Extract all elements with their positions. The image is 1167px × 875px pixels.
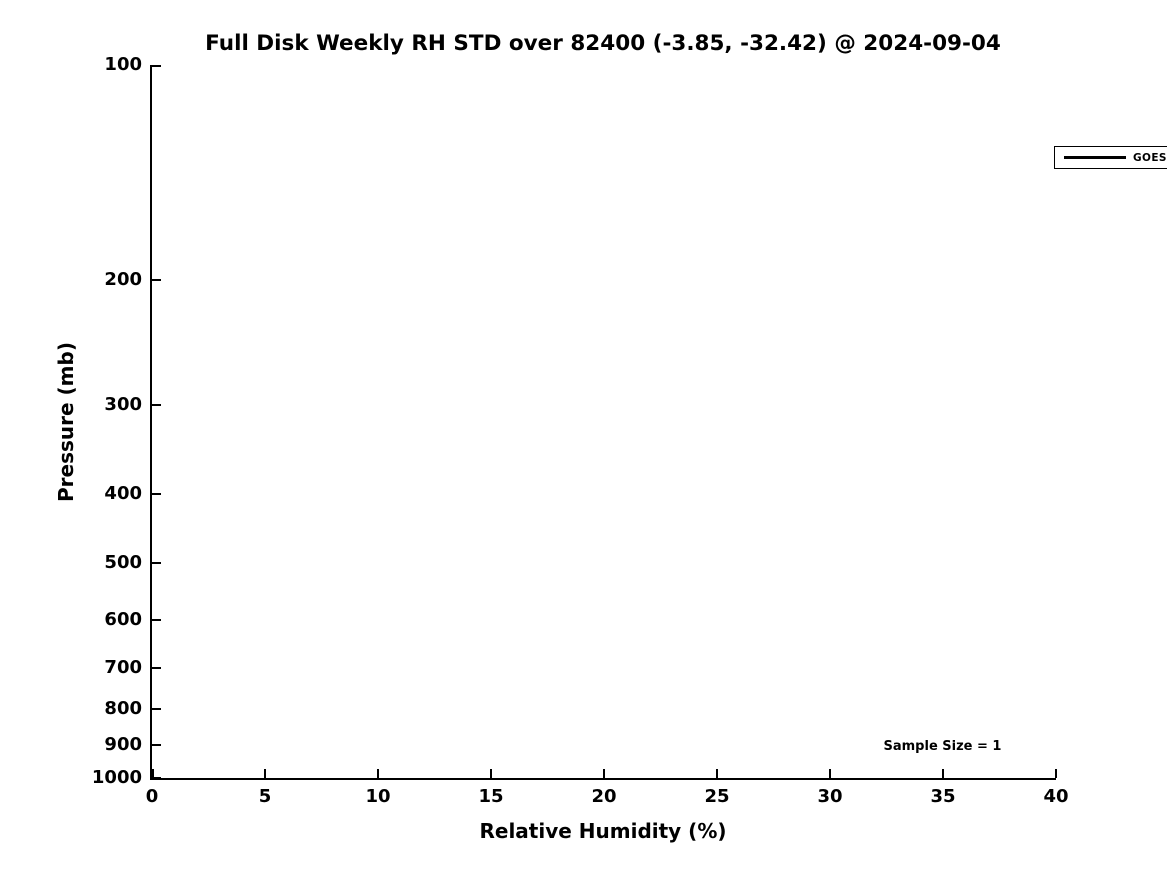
x-tick-label: 40 <box>1043 786 1069 807</box>
x-tick-label: 5 <box>258 786 272 807</box>
y-tick <box>152 666 161 669</box>
x-axis-label: Relative Humidity (%) <box>479 819 727 843</box>
y-tick <box>152 707 161 710</box>
x-tick <box>603 769 605 778</box>
x-tick-label: 35 <box>930 786 956 807</box>
sample-size-annotation: Sample Size = 1 <box>883 739 1002 754</box>
y-tick-label: 700 <box>104 656 142 678</box>
legend: GOES-16 <box>1054 146 1167 169</box>
y-tick-label: 300 <box>104 394 142 416</box>
x-tick <box>490 769 492 778</box>
x-tick <box>377 769 379 778</box>
plot-area: GOES-16 <box>150 65 1167 780</box>
x-tick-label: 30 <box>817 786 843 807</box>
x-tick <box>942 769 944 778</box>
y-tick-label: 400 <box>104 483 142 505</box>
x-tick-label: 10 <box>365 786 391 807</box>
y-tick <box>152 618 161 621</box>
y-tick-label: 800 <box>104 697 142 719</box>
y-tick <box>152 404 161 407</box>
y-tick-label: 600 <box>104 608 142 630</box>
x-tick-label: 15 <box>478 786 504 807</box>
x-tick <box>829 769 831 778</box>
y-tick-label: 100 <box>104 54 142 75</box>
y-tick <box>152 65 161 67</box>
y-tick <box>152 493 161 496</box>
legend-line-swatch <box>1064 156 1126 159</box>
y-tick <box>152 744 161 747</box>
chart-title: Full Disk Weekly RH STD over 82400 (-3.8… <box>205 31 1001 56</box>
y-tick-label: 500 <box>104 552 142 574</box>
x-tick-label: 0 <box>145 786 159 807</box>
y-tick <box>152 777 161 779</box>
x-tick <box>1055 769 1057 778</box>
x-tick <box>264 769 266 778</box>
y-axis-label: Pressure (mb) <box>54 342 78 502</box>
y-tick-label: 200 <box>104 268 142 290</box>
y-tick-label: 1000 <box>91 767 142 788</box>
x-tick <box>716 769 718 778</box>
legend-series-label: GOES-16 <box>1133 151 1167 164</box>
y-tick-label: 900 <box>104 734 142 756</box>
x-tick-label: 20 <box>591 786 617 807</box>
x-tick-label: 25 <box>704 786 730 807</box>
y-tick <box>152 278 161 281</box>
y-tick <box>152 562 161 565</box>
x-tick <box>152 769 154 778</box>
